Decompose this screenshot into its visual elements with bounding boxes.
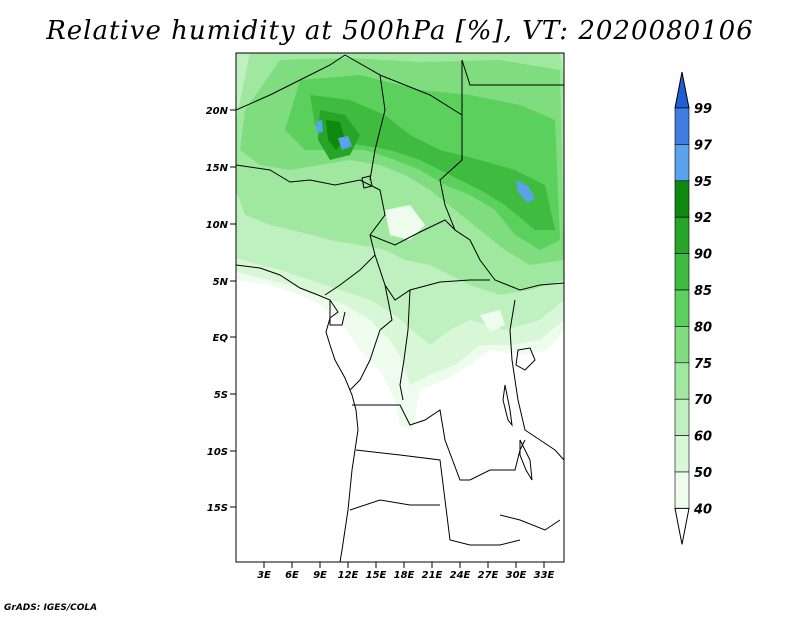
colorbar-label: 99 bbox=[694, 102, 712, 117]
lat-label-15n: 15N bbox=[206, 163, 229, 174]
colorbar-segment bbox=[674, 435, 690, 473]
chart-title: Relative humidity at 500hPa [%], VT: 202… bbox=[46, 16, 754, 46]
colorbar-label: 70 bbox=[694, 393, 712, 408]
lake-chad bbox=[361, 175, 373, 189]
map-frame bbox=[235, 52, 565, 563]
colorbar-segment bbox=[674, 216, 690, 254]
colorbar-top-arrow bbox=[674, 71, 690, 109]
lat-label-5n: 5N bbox=[213, 277, 229, 288]
coastline-west-africa bbox=[236, 264, 359, 562]
lat-label-10n: 10N bbox=[206, 220, 229, 231]
colorbar-segment bbox=[674, 253, 690, 291]
border-east bbox=[509, 299, 564, 461]
lat-label-5s: 5S bbox=[214, 390, 228, 401]
lat-label-15s: 15S bbox=[207, 503, 228, 514]
lon-label-12e: 12E bbox=[338, 570, 359, 581]
lake-tanganyika bbox=[502, 384, 513, 427]
lon-label-9e: 9E bbox=[313, 570, 327, 581]
rh-85-area bbox=[310, 95, 555, 230]
lon-label-21e: 21E bbox=[422, 570, 443, 581]
border-drc-2 bbox=[352, 404, 526, 481]
colorbar-label: 75 bbox=[694, 357, 712, 372]
lon-label-33e: 33E bbox=[534, 570, 555, 581]
lon-label-24e: 24E bbox=[450, 570, 471, 581]
colorbar-bottom-arrow bbox=[674, 507, 690, 545]
colorbar-segment bbox=[674, 362, 690, 400]
rh-95-spot-3 bbox=[516, 180, 535, 203]
country-borders bbox=[236, 54, 564, 562]
colorbar-label: 40 bbox=[693, 502, 712, 517]
border-drc-1 bbox=[399, 289, 411, 401]
lake-victoria bbox=[515, 347, 536, 371]
longitude-ticks: 3E 6E 9E 12E 15E 18E 21E 24E 27E 30E 33E bbox=[257, 562, 555, 581]
border-congo-2 bbox=[349, 284, 393, 391]
dry-patch-1 bbox=[385, 205, 425, 240]
lon-label-6e: 6E bbox=[285, 570, 299, 581]
colorbar-label: 97 bbox=[694, 138, 713, 153]
border-south-1 bbox=[355, 449, 521, 546]
grads-credit: GrADS: IGES/COLA bbox=[4, 603, 98, 613]
lat-label-eq: EQ bbox=[213, 333, 229, 344]
colorbar-label: 95 bbox=[694, 175, 712, 190]
lon-label-27e: 27E bbox=[478, 570, 499, 581]
colorbar: 99 97 95 92 90 85 80 75 70 60 50 40 bbox=[674, 71, 713, 545]
lake-malawi bbox=[519, 439, 533, 481]
border-central-4 bbox=[461, 59, 564, 115]
dry-patch-2 bbox=[480, 310, 505, 332]
border-south-3 bbox=[499, 514, 561, 531]
colorbar-label: 60 bbox=[694, 430, 712, 445]
border-car bbox=[369, 219, 456, 246]
lon-label-18e: 18E bbox=[394, 570, 415, 581]
lon-label-3e: 3E bbox=[257, 570, 271, 581]
lat-label-20n: 20N bbox=[206, 106, 229, 117]
colorbar-segment bbox=[674, 180, 690, 218]
colorbar-segment bbox=[674, 398, 690, 436]
colorbar-label: 90 bbox=[694, 248, 712, 263]
rh-95-spot-2 bbox=[316, 120, 323, 133]
colorbar-segment bbox=[674, 326, 690, 364]
lon-label-30e: 30E bbox=[506, 570, 527, 581]
lat-label-10s: 10S bbox=[207, 447, 228, 458]
rh-95-spot-1 bbox=[338, 136, 352, 150]
humidity-field bbox=[236, 53, 564, 562]
border-gulf bbox=[329, 300, 346, 326]
border-central-1 bbox=[236, 54, 346, 111]
border-central-2 bbox=[344, 54, 386, 181]
latitude-ticks: 20N 15N 10N 5N EQ 5S 10S 15S bbox=[206, 106, 236, 514]
colorbar-segment bbox=[674, 107, 690, 145]
colorbar-segment bbox=[674, 289, 690, 327]
colorbar-label: 85 bbox=[694, 284, 712, 299]
colorbar-segment bbox=[674, 471, 690, 509]
border-south-2 bbox=[349, 499, 440, 511]
colorbar-label: 50 bbox=[694, 466, 712, 481]
colorbar-segment bbox=[674, 144, 690, 182]
colorbar-label: 80 bbox=[694, 320, 712, 335]
colorbar-label: 92 bbox=[694, 211, 712, 226]
lon-label-15e: 15E bbox=[366, 570, 387, 581]
border-sahel bbox=[236, 164, 386, 296]
